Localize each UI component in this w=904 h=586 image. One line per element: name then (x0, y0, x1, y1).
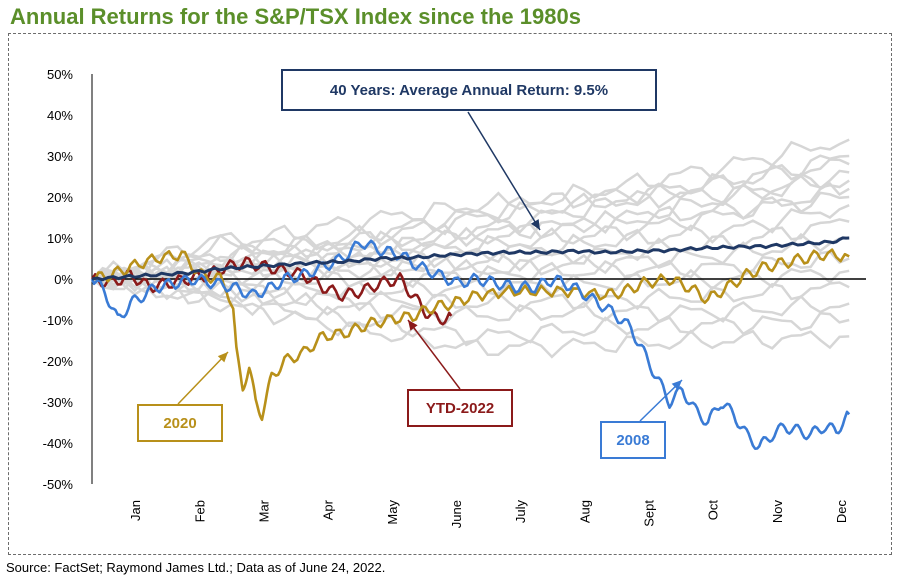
chart-frame (8, 33, 892, 555)
y-tick-label: -50% (43, 477, 74, 492)
callout-ytd-2022: YTD-2022 (407, 389, 513, 427)
x-tick-label: Dec (834, 500, 849, 524)
callout-2020: 2020 (137, 404, 223, 442)
callout-2008: 2008 (600, 421, 666, 459)
historical-year-line (91, 191, 850, 281)
y-tick-label: 10% (47, 231, 73, 246)
x-tick-label: Jan (128, 500, 143, 521)
y-tick-label: -10% (43, 313, 74, 328)
y-tick-label: 50% (47, 67, 73, 82)
historical-year-line (91, 182, 850, 289)
average-return-callout: 40 Years: Average Annual Return: 9.5% (281, 69, 657, 111)
y-tick-label: 40% (47, 108, 73, 123)
y-tick-label: -20% (43, 354, 74, 369)
y-tick-label: -30% (43, 395, 74, 410)
historical-year-line (91, 154, 850, 283)
chart-title: Annual Returns for the S&P/TSX Index sin… (10, 4, 581, 29)
callout-arrows (177, 111, 683, 422)
historical-year-line (91, 174, 850, 286)
x-tick-label: July (513, 500, 528, 524)
historical-year-line (91, 277, 850, 326)
average-arrow-head (530, 219, 540, 230)
average-arrow (467, 111, 541, 231)
arrow-2020-head (217, 352, 228, 363)
x-tick-label: Oct (706, 500, 721, 521)
y-axis: 50% 40% 30% 20% 10% 0% -10% -20% -30% -40% -50% (43, 67, 74, 492)
historical-year-line (91, 275, 850, 359)
x-tick-label: June (449, 500, 464, 528)
arrow-2008-head (671, 380, 682, 391)
y-tick-label: 0% (54, 272, 73, 287)
x-tick-label: Feb (192, 500, 207, 522)
x-tick-label: Mar (257, 499, 272, 522)
average-return-line (91, 236, 850, 282)
x-axis: Jan Feb Mar Apr May June July Aug Sept Oct Nov Dec (128, 499, 849, 528)
arrow-2020 (177, 351, 229, 405)
line-2008 (90, 239, 851, 450)
arrow-ytd-2022 (407, 319, 461, 390)
y-tick-label: 30% (47, 149, 73, 164)
highlighted-series (90, 236, 851, 450)
x-tick-label: Aug (577, 500, 592, 523)
x-tick-label: Apr (321, 499, 336, 520)
x-tick-label: Nov (770, 500, 785, 524)
arrow-ytd-2022-head (408, 320, 418, 331)
x-tick-label: Sept (642, 500, 657, 527)
source-note: Source: FactSet; Raymond James Ltd.; Dat… (6, 560, 386, 575)
x-tick-label: May (385, 500, 400, 525)
y-tick-label: -40% (43, 436, 74, 451)
y-tick-label: 20% (47, 190, 73, 205)
